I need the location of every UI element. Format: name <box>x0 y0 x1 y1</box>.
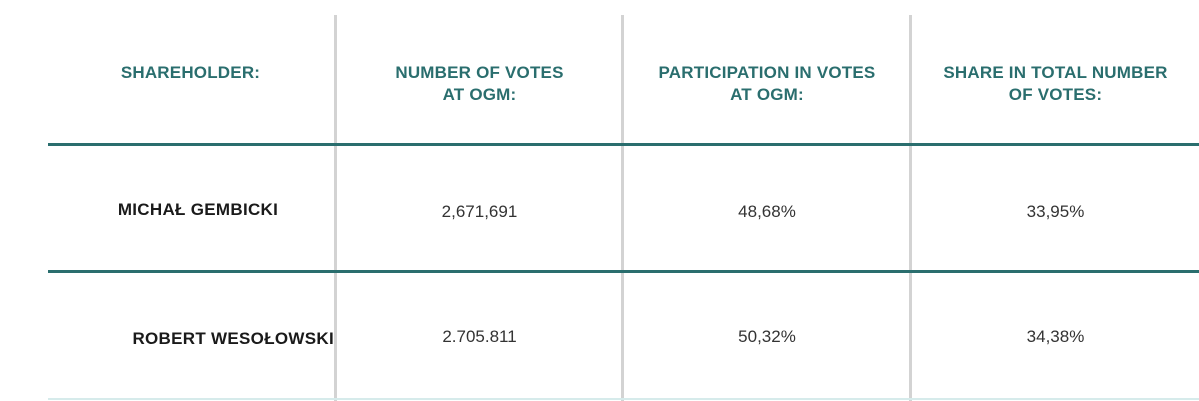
shareholder-votes-table: SHAREHOLDER: NUMBER OF VOTES AT OGM: PAR… <box>48 0 1199 401</box>
column-separator <box>909 15 912 401</box>
header-number-of-votes: NUMBER OF VOTES AT OGM: <box>395 63 564 104</box>
table-bottom-line <box>48 398 1199 400</box>
number-of-votes-value: 2,671,691 <box>441 202 518 221</box>
header-share-in-total-votes: SHARE IN TOTAL NUMBER OF VOTES: <box>943 63 1168 104</box>
table-header-row: SHAREHOLDER: NUMBER OF VOTES AT OGM: PAR… <box>48 0 1199 144</box>
participation-value: 48,68% <box>738 202 796 221</box>
shareholder-name: ROBERT WESOŁOWSKI <box>132 329 334 348</box>
share-in-total-value: 34,38% <box>1026 327 1085 346</box>
header-participation-in-votes: PARTICIPATION IN VOTES AT OGM: <box>658 63 876 104</box>
column-separator <box>334 15 337 401</box>
share-in-total-value: 33,95% <box>1026 202 1085 221</box>
participation-value: 50,32% <box>738 327 796 346</box>
shareholder-name: MICHAŁ GEMBICKI <box>117 200 279 219</box>
header-shareholder: SHAREHOLDER: <box>120 63 261 82</box>
number-of-votes-value: 2.705.811 <box>442 327 517 346</box>
row-separator <box>48 270 1199 273</box>
header-separator <box>48 143 1199 146</box>
column-separator <box>621 15 624 401</box>
